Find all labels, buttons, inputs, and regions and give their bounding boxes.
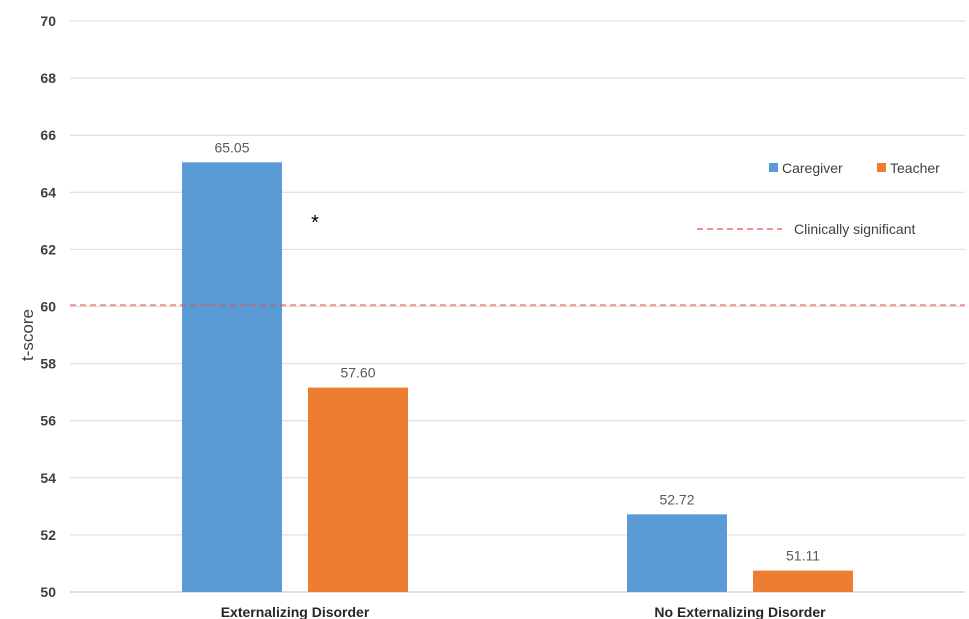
y-tick-label: 68 [40, 70, 56, 86]
y-axis-label: t-score [18, 309, 37, 361]
data-labels: 65.05 57.60 52.72 51.11 [214, 139, 820, 563]
y-tick-label: 58 [40, 356, 56, 372]
bars [182, 162, 853, 592]
legend-swatch-caregiver [769, 163, 778, 172]
y-tick-label: 50 [40, 584, 56, 600]
bar-caregiver [182, 162, 282, 592]
legend-label-teacher: Teacher [890, 160, 940, 176]
y-tick-label: 56 [40, 413, 56, 429]
data-label: 57.60 [340, 365, 375, 381]
bar-teacher [308, 387, 408, 592]
category-labels: Externalizing Disorder No Externalizing D… [221, 604, 826, 619]
data-label: 51.11 [786, 548, 820, 564]
y-tick-labels: 50 52 54 56 58 60 62 64 66 68 70 [40, 13, 56, 600]
y-tick-label: 66 [40, 127, 56, 143]
y-tick-label: 54 [40, 470, 56, 486]
legend: Caregiver Teacher Clinically significant [697, 160, 940, 237]
significance-marker: * [311, 212, 319, 234]
y-tick-label: 60 [40, 299, 56, 315]
legend-label-reference: Clinically significant [794, 221, 915, 237]
category-label: No Externalizing Disorder [654, 604, 826, 619]
bar-caregiver [627, 514, 727, 592]
legend-label-caregiver: Caregiver [782, 160, 843, 176]
data-label: 65.05 [214, 139, 249, 155]
y-tick-label: 52 [40, 527, 56, 543]
bar-teacher [753, 570, 853, 592]
category-label: Externalizing Disorder [221, 604, 370, 619]
y-tick-label: 64 [40, 184, 56, 200]
y-tick-label: 70 [40, 13, 56, 29]
legend-swatch-teacher [877, 163, 886, 172]
data-label: 52.72 [659, 491, 694, 507]
y-tick-label: 62 [40, 241, 56, 257]
